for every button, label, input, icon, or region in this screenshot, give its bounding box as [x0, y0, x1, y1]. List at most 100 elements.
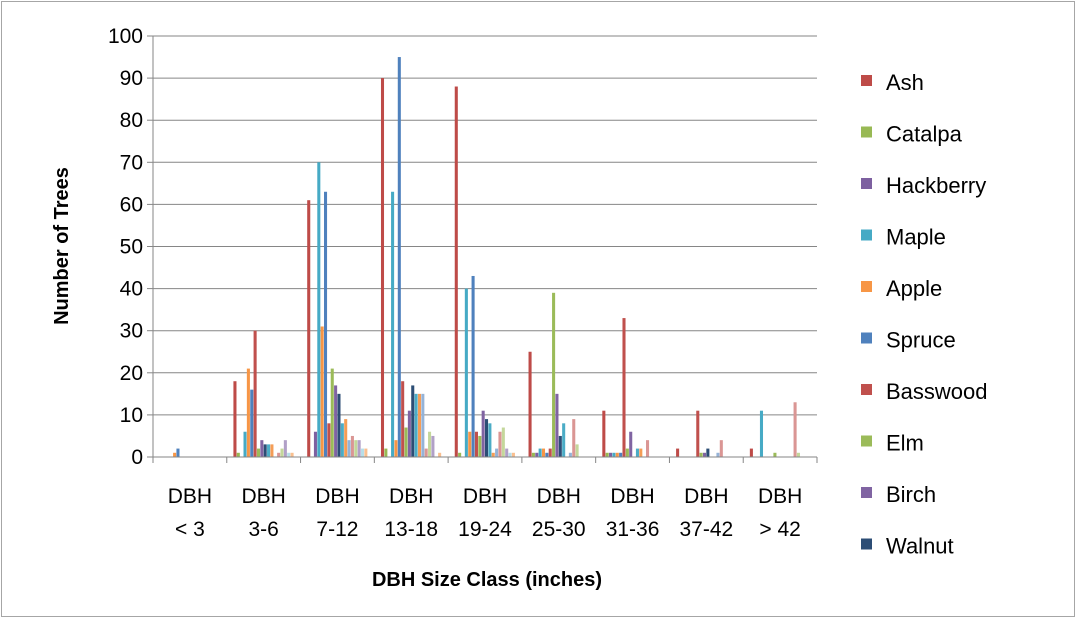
- bar: [548, 448, 552, 457]
- gridlines: [153, 35, 817, 416]
- bar: [696, 410, 700, 457]
- bar: [501, 427, 505, 457]
- bar: [555, 393, 559, 457]
- legend-swatch: [861, 126, 872, 138]
- bar: [498, 431, 502, 457]
- bar: [327, 423, 331, 457]
- bar: [317, 162, 321, 458]
- bar: [773, 452, 777, 457]
- legend: Ash Catalpa Hackberry Maple Apple Spruce Bassw…: [861, 70, 988, 559]
- bar: [173, 452, 177, 457]
- bar: [263, 444, 267, 457]
- bar: [505, 448, 509, 457]
- legend-label: Birch: [886, 482, 936, 507]
- bar: [622, 318, 626, 457]
- bar: [277, 452, 281, 457]
- y-tick-label: 60: [120, 193, 143, 216]
- bar: [384, 448, 388, 457]
- bar: [334, 385, 338, 457]
- legend-swatch: [861, 281, 872, 292]
- bar: [568, 452, 572, 457]
- bar: [176, 448, 180, 457]
- bar: [545, 452, 549, 457]
- x-tick-label: 37-42: [679, 518, 733, 541]
- bar: [267, 444, 271, 457]
- x-axis-ticks: DBH < 3 DBH 3-6 DBH 7-12 DBH 13-18 DBH 19-24 DBH 25…: [152, 457, 818, 541]
- bar: [414, 393, 418, 457]
- legend-label: Ash: [886, 70, 924, 95]
- bar: [256, 448, 260, 457]
- bar: [575, 444, 579, 457]
- x-tick-label: 31-36: [606, 518, 660, 541]
- y-tick-label: 10: [120, 404, 143, 427]
- legend-swatch: [861, 332, 872, 344]
- y-tick-label: 20: [120, 362, 143, 385]
- bar: [354, 440, 358, 457]
- bar: [431, 435, 435, 457]
- legend-label: Catalpa: [886, 122, 963, 147]
- bar: [280, 448, 284, 457]
- y-axis-ticks: 0 10 20 30 40 50 60 70 80 90 100: [108, 25, 153, 469]
- bar: [458, 452, 462, 457]
- x-tick-label: < 3: [175, 518, 205, 541]
- bar: [468, 431, 472, 457]
- bar: [796, 452, 800, 457]
- bar: [488, 423, 492, 457]
- legend-label: Basswood: [886, 379, 988, 404]
- bar: [357, 440, 361, 457]
- legend-swatch: [861, 538, 872, 550]
- bar: [360, 448, 365, 457]
- legend-label: Elm: [886, 431, 924, 456]
- bar: [250, 389, 254, 457]
- bar: [324, 191, 328, 457]
- bar: [397, 57, 401, 458]
- x-tick-label: DBH: [684, 485, 728, 508]
- bar: [391, 191, 395, 457]
- bar: [380, 78, 385, 457]
- bar: [253, 330, 257, 457]
- y-tick-label: 100: [108, 25, 143, 48]
- bar: [495, 448, 499, 457]
- bar: [407, 410, 411, 457]
- bar: [572, 419, 576, 457]
- bar: [528, 351, 532, 457]
- x-tick-label: DBH: [389, 485, 433, 508]
- legend-label: Maple: [886, 225, 946, 250]
- bar: [350, 435, 354, 457]
- bar: [716, 452, 720, 457]
- bar: [347, 440, 351, 457]
- bar: [511, 452, 515, 457]
- bar: [535, 452, 539, 457]
- y-tick-label: 0: [131, 446, 143, 469]
- x-tick-label: 19-24: [458, 518, 512, 541]
- x-tick-label: DBH: [463, 485, 507, 508]
- bar: [287, 452, 291, 457]
- y-tick-label: 70: [120, 151, 143, 174]
- bar: [629, 431, 633, 457]
- x-tick-label: DBH: [315, 485, 359, 508]
- legend-swatch: [861, 75, 872, 86]
- bar: [676, 448, 680, 457]
- y-tick-label: 50: [120, 236, 143, 259]
- legend-swatch: [861, 487, 872, 498]
- bar: [612, 452, 616, 457]
- bar: [609, 452, 613, 457]
- bar: [531, 452, 535, 457]
- bar: [478, 435, 482, 457]
- legend-label: Walnut: [886, 534, 954, 559]
- y-tick-label: 30: [120, 320, 143, 343]
- bar: [340, 423, 344, 457]
- x-tick-label: DBH: [610, 485, 654, 508]
- x-axis-title: DBH Size Class (inches): [372, 569, 602, 591]
- bar: [233, 381, 237, 457]
- bar: [646, 440, 650, 457]
- bar: [337, 393, 341, 457]
- bar: [558, 435, 562, 457]
- bar: [639, 448, 643, 457]
- bar: [562, 423, 566, 457]
- legend-swatch: [861, 178, 872, 189]
- bar: [541, 448, 546, 457]
- bar: [619, 452, 623, 457]
